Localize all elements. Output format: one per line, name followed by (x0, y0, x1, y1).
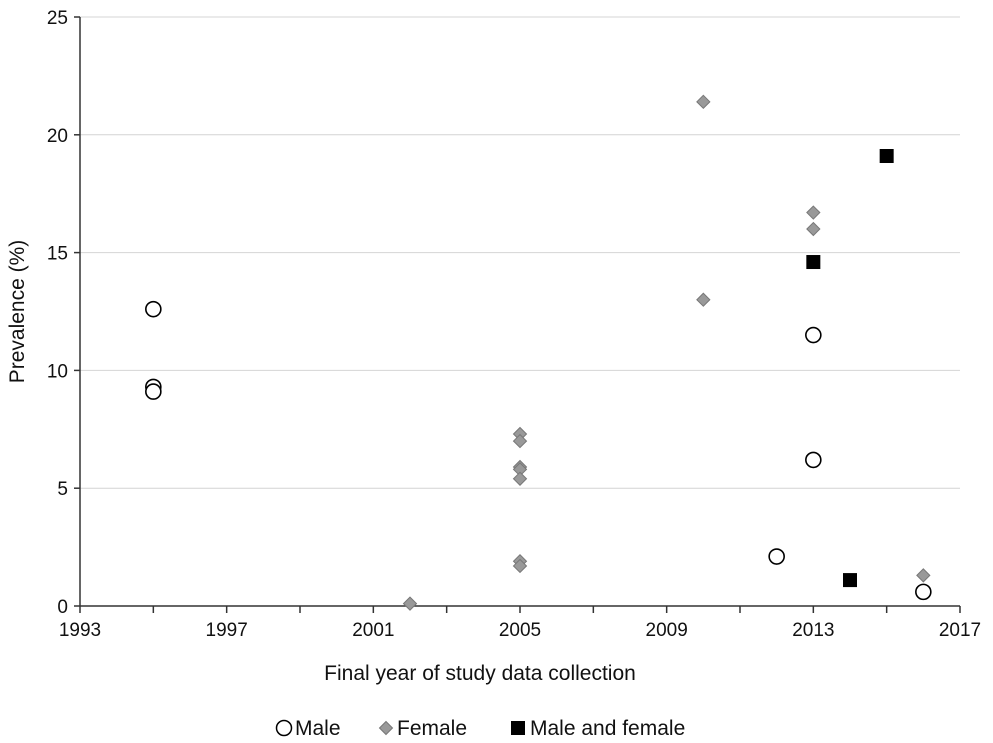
point-male (145, 300, 162, 318)
legend-label-male: Male (295, 717, 341, 740)
point-female (512, 471, 528, 486)
x-tick-label: 2005 (499, 620, 541, 641)
y-axis-title: Prevalence (%) (6, 240, 29, 384)
legend-item-male: Male (275, 717, 341, 740)
legend-item-male-and-female: Male and female (511, 717, 685, 740)
y-tick-label: 0 (57, 597, 68, 618)
point-female (806, 205, 821, 220)
legend-diamond-icon (378, 720, 394, 736)
y-tick-labels: 0 5 10 15 20 25 (47, 8, 80, 618)
point-male (145, 383, 162, 400)
point-male (805, 451, 822, 469)
point-male (805, 326, 822, 344)
point-male (915, 583, 932, 601)
legend-label-male-and-female: Male and female (530, 717, 685, 740)
x-tick-label: 2009 (646, 620, 688, 641)
legend-item-female: Female (378, 717, 467, 740)
x-tick-label: 2013 (792, 620, 834, 641)
x-tick-labels: 1993 1997 2001 2005 2009 2013 2017 (59, 606, 981, 641)
x-tick-label: 1993 (59, 620, 101, 641)
x-tick-label: 2017 (939, 620, 981, 641)
point-female (696, 292, 711, 307)
gridlines (80, 16, 960, 489)
point-female (916, 568, 931, 583)
point-female (512, 558, 528, 574)
y-tick-label: 20 (47, 126, 68, 147)
point-male (768, 548, 785, 565)
legend: Male Female Male and female (275, 717, 685, 740)
axes (79, 17, 960, 607)
point-female (806, 221, 821, 237)
point-female (696, 94, 711, 110)
legend-filled-square-icon (511, 721, 525, 735)
point-male-and-female (806, 255, 821, 270)
x-tick-label: 2001 (352, 620, 394, 641)
point-female (512, 433, 528, 449)
x-tick-label: 1997 (206, 620, 248, 641)
y-tick-label: 15 (47, 244, 68, 265)
legend-open-circle-icon (275, 719, 293, 737)
legend-label-female: Female (397, 717, 467, 740)
y-tick-label: 25 (47, 8, 68, 29)
x-axis-title: Final year of study data collection (324, 662, 636, 685)
point-female (402, 596, 418, 611)
y-tick-label: 5 (57, 479, 68, 500)
y-tick-label: 10 (47, 361, 68, 382)
point-male-and-female (843, 573, 857, 588)
point-male-and-female (879, 149, 894, 164)
data-points (145, 94, 932, 611)
